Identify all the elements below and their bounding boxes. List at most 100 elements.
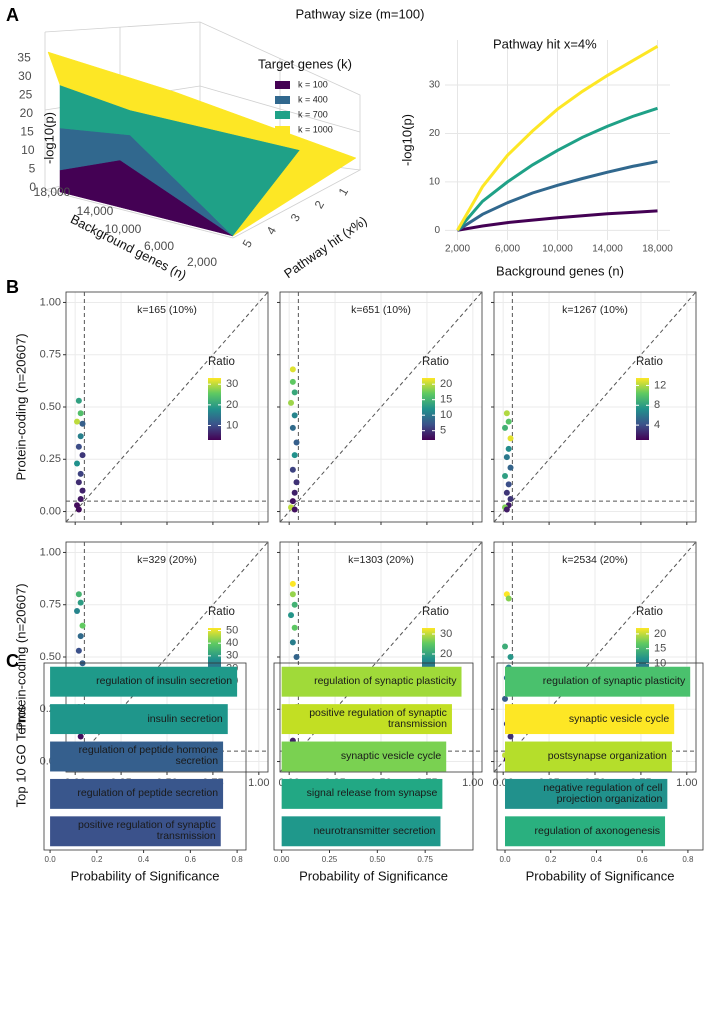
y-tick-label: 0.75	[40, 349, 61, 361]
bar	[281, 816, 441, 847]
point	[502, 643, 509, 650]
point	[293, 439, 300, 446]
bar-label-box: signal release from synapse	[306, 787, 438, 800]
bar-label: negative regulation of cell projection o…	[543, 781, 663, 805]
point	[79, 452, 86, 459]
colorbar-label: 50	[226, 624, 238, 636]
y-tick-label: 1	[336, 185, 352, 198]
point	[75, 647, 82, 654]
x-tick-label: 0.25	[322, 855, 338, 864]
bar	[281, 666, 462, 697]
line	[456, 160, 658, 232]
legend-swatch	[275, 96, 290, 104]
bar-label: synaptic vesicle cycle	[340, 749, 442, 762]
point	[507, 496, 514, 502]
colorbar-label: 4	[654, 419, 660, 431]
y-tick-label: 0	[434, 225, 440, 236]
bar-label: synaptic vesicle cycle	[568, 712, 670, 725]
bar-label: signal release from synapse	[306, 787, 438, 800]
x-axis-label: Probability of Significance	[526, 868, 675, 883]
x-tick-label: 10,000	[542, 244, 573, 255]
y-tick-label: 2	[312, 198, 328, 211]
point	[507, 654, 514, 660]
colorbar-label: 20	[226, 399, 238, 411]
line	[456, 106, 658, 232]
point	[289, 498, 296, 505]
bar	[505, 666, 691, 697]
bar-label-box: postsynapse organization	[548, 750, 667, 761]
legend-label: k = 700	[298, 109, 328, 119]
colorbar-label: 30	[226, 378, 238, 390]
point	[291, 489, 298, 496]
point	[505, 595, 512, 602]
z-tick-label: 10	[21, 143, 35, 157]
panel-subtitle: k=651 (10%)	[351, 304, 411, 316]
y-tick-label: 1.00	[40, 546, 61, 558]
x-tick-label: 6,000	[495, 244, 520, 255]
x-tick-label: 0.6	[185, 855, 197, 864]
y-tick-label: 0.50	[40, 651, 61, 663]
x-tick-label: 0.4	[138, 855, 150, 864]
legend-label: k = 400	[298, 94, 328, 104]
bar	[50, 741, 224, 772]
panel-subtitle: k=165 (10%)	[137, 304, 197, 316]
point	[289, 378, 296, 385]
panel-label: A	[6, 5, 19, 25]
point	[289, 424, 296, 431]
colorbar-label: 40	[226, 637, 238, 649]
y-axis-label: Protein-coding (n=20607)	[13, 583, 28, 730]
surface	[47, 51, 357, 237]
colorbar	[636, 378, 649, 440]
panel-border	[273, 662, 474, 851]
x-tick-label: 18,000	[34, 185, 71, 199]
point	[74, 460, 81, 467]
z-tick-label: 0	[29, 180, 36, 194]
colorbar-label: 20	[440, 648, 452, 660]
point	[505, 445, 512, 452]
legend-swatch	[275, 81, 290, 89]
y-tick-label: 0.50	[40, 401, 61, 413]
bar-label-box: positive regulation of synaptic transmis…	[309, 708, 447, 730]
colorbar	[422, 378, 435, 440]
z-tick-label: 30	[18, 69, 32, 83]
bar-label-box: regulation of axonogenesis	[535, 825, 661, 836]
x-tick-label: 0.0	[45, 855, 57, 864]
x-tick-label: 2,000	[445, 244, 470, 255]
y-tick-label: 0.25	[40, 453, 61, 465]
x-tick-label: 0.8	[682, 855, 694, 864]
legend-swatch	[275, 111, 290, 119]
point	[503, 454, 510, 461]
point	[507, 464, 514, 471]
x-tick-label: 0.75	[417, 855, 433, 864]
bar-label: regulation of peptide secretion	[77, 787, 219, 800]
point	[75, 443, 82, 450]
point	[77, 433, 84, 440]
x-tick-label: 14,000	[77, 204, 114, 218]
bar-label-box: negative regulation of cell projection o…	[543, 781, 663, 805]
panel-border	[493, 541, 697, 773]
panel-subtitle: k=2534 (20%)	[562, 554, 628, 566]
panel-subtitle: k=1267 (10%)	[562, 304, 628, 316]
x-tick-label: 0.8	[232, 855, 244, 864]
bar-label-box: regulation of insulin secretion	[96, 676, 232, 687]
bar	[505, 816, 666, 847]
point	[79, 487, 86, 494]
bar	[50, 704, 228, 735]
point	[77, 410, 84, 417]
colorbar-title: Ratio	[422, 356, 449, 368]
y-tick-label: 4	[264, 224, 280, 237]
panel-border	[279, 291, 483, 523]
panel-border	[65, 541, 269, 773]
x-tick-label: 0.2	[91, 855, 103, 864]
x-tick-label: 0.50	[370, 855, 386, 864]
diagonal	[279, 291, 483, 523]
colorbar-label: 15	[440, 394, 452, 406]
point	[502, 695, 509, 702]
point	[288, 399, 295, 406]
point	[77, 733, 84, 740]
point	[75, 506, 82, 513]
colorbar	[208, 378, 221, 440]
colorbar-label: 20	[440, 378, 452, 390]
colorbar-title: Ratio	[636, 606, 663, 618]
